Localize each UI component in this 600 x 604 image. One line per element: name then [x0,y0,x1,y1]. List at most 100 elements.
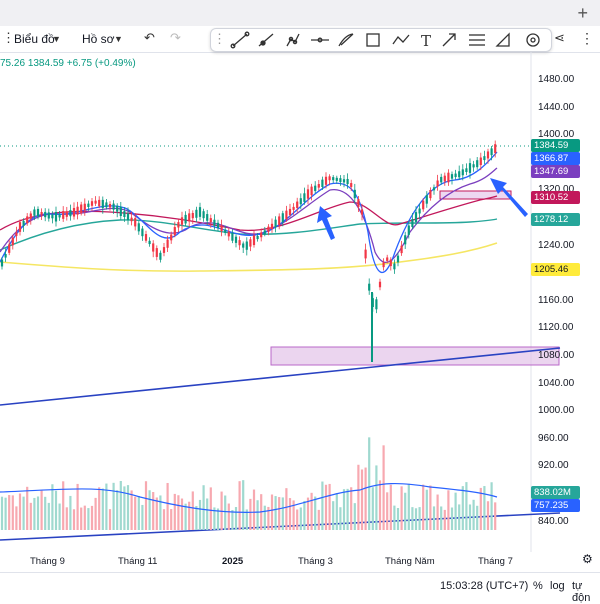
volume-bar [116,490,119,530]
auto-scale-toggle[interactable]: tự độn [572,580,591,604]
volume-bar [468,504,472,530]
share-icon[interactable]: ⋖ [554,30,565,45]
candle-body [252,235,256,246]
volume-bar [72,509,76,530]
candle-body [137,223,140,232]
chart-menu-button[interactable]: Biểu đồ [14,32,55,46]
ray-tool-icon[interactable] [258,33,274,47]
brush-tool-icon[interactable] [338,33,354,47]
candle-body [234,236,238,243]
candle-body [299,198,302,205]
candle-body [389,259,392,267]
candle-body [400,245,403,254]
volume-bar [404,492,407,530]
price-axis-label: 960.00 [538,432,569,444]
trendline-tool-icon[interactable] [230,31,250,49]
candle-body [69,210,72,217]
candle-body [108,204,112,208]
drawing-tools-bar: ⋮ T [210,28,552,52]
rectangle-tool-icon[interactable] [366,33,380,47]
volume-bar [112,482,115,530]
volume-bar [44,496,47,530]
candle-body [188,213,191,222]
more-icon[interactable]: ⋮ [580,30,594,46]
axis-settings-gear-icon[interactable]: ⚙ [582,552,593,566]
clock-readout[interactable]: 15:03:28 (UTC+7) [440,580,529,592]
candle-body [90,201,94,206]
candle-body [346,178,349,185]
chevron-down-icon[interactable]: ▼ [52,34,61,44]
profile-menu-button[interactable]: Hồ sơ [82,32,115,46]
volume-bar [216,508,220,530]
candle-body [357,199,360,207]
legend-change-value: +6.75 (+0.49%) [66,58,136,69]
candle-body [177,222,180,228]
volume-bar [458,504,461,530]
volume-bar [296,509,299,530]
candle-body [47,212,50,219]
percent-scale-toggle[interactable]: % [533,580,543,592]
candle-body [375,299,378,310]
volume-bar [62,481,65,530]
volume-bar [108,509,112,530]
volume-bar [389,484,392,530]
volume-bar [414,508,418,530]
chevron-down-icon[interactable]: ▼ [114,34,123,44]
volume-bar [400,486,403,530]
price-tag: 1310.52 [531,191,580,204]
price-axis-label: 920.00 [538,460,569,472]
text-tool-icon[interactable]: T [421,32,431,50]
candle-body [159,252,162,260]
candle-body [213,219,216,226]
blue-arrow-annotation[interactable] [490,178,528,217]
volume-bar [263,505,266,530]
volume-bar [465,482,468,530]
price-axis-label: 1040.00 [538,377,575,389]
breakout-zone-rectangle[interactable] [439,190,512,200]
candle-body [314,185,317,192]
volume-bar [411,507,414,530]
volume-bar [346,488,349,530]
volume-bar [0,496,4,530]
candle-body [58,214,61,218]
time-axis-label: Tháng Năm [385,556,435,567]
undo-icon[interactable]: ↶ [144,30,155,45]
pattern-tool-icon[interactable] [495,32,510,47]
volume-bar [47,502,50,530]
candle-body [51,214,54,219]
time-axis-label: Tháng 11 [118,556,158,567]
candle-body [18,222,22,232]
blue-arrow-annotation[interactable] [317,206,335,240]
price-tag: 1347.69 [531,165,580,178]
candle-body [130,217,133,222]
volume-bar [184,503,187,530]
volume-bar [101,488,104,530]
chart-type-icon[interactable]: ⋮ [2,30,15,45]
chart-toolbar: ⋮ Biểu đồ ▼ Hồ sơ ▼ ↶ ↷ ⋮ [0,26,600,53]
redo-icon[interactable]: ↷ [170,30,181,45]
candle-body [332,177,335,181]
price-chart[interactable] [0,52,600,572]
candle-body [342,179,346,183]
volume-bar [188,501,191,530]
candle-body [152,243,155,252]
log-scale-toggle[interactable]: log [550,580,565,592]
path-tool-icon[interactable] [286,33,300,47]
fib-tool-icon[interactable] [469,34,485,46]
volume-bar [134,496,137,530]
volume-bar [256,500,259,530]
price-axis-label: 1400.00 [538,129,575,141]
price-trendline[interactable] [0,347,561,406]
candle-body [494,144,497,153]
new-tab-plus-icon[interactable]: + [577,3,588,23]
settings-circle-icon[interactable] [526,33,540,47]
polyline-tool-icon[interactable] [392,34,410,45]
horizontal-line-tool-icon[interactable] [311,37,329,43]
volume-bar [267,506,270,530]
drag-handle-icon[interactable]: ⋮ [213,31,226,46]
candle-body [321,179,324,187]
volume-bar [234,507,238,530]
time-axis-label: Tháng 7 [478,556,513,567]
support-zone-rectangle[interactable] [270,346,560,366]
arrow-tool-icon[interactable] [442,33,456,47]
